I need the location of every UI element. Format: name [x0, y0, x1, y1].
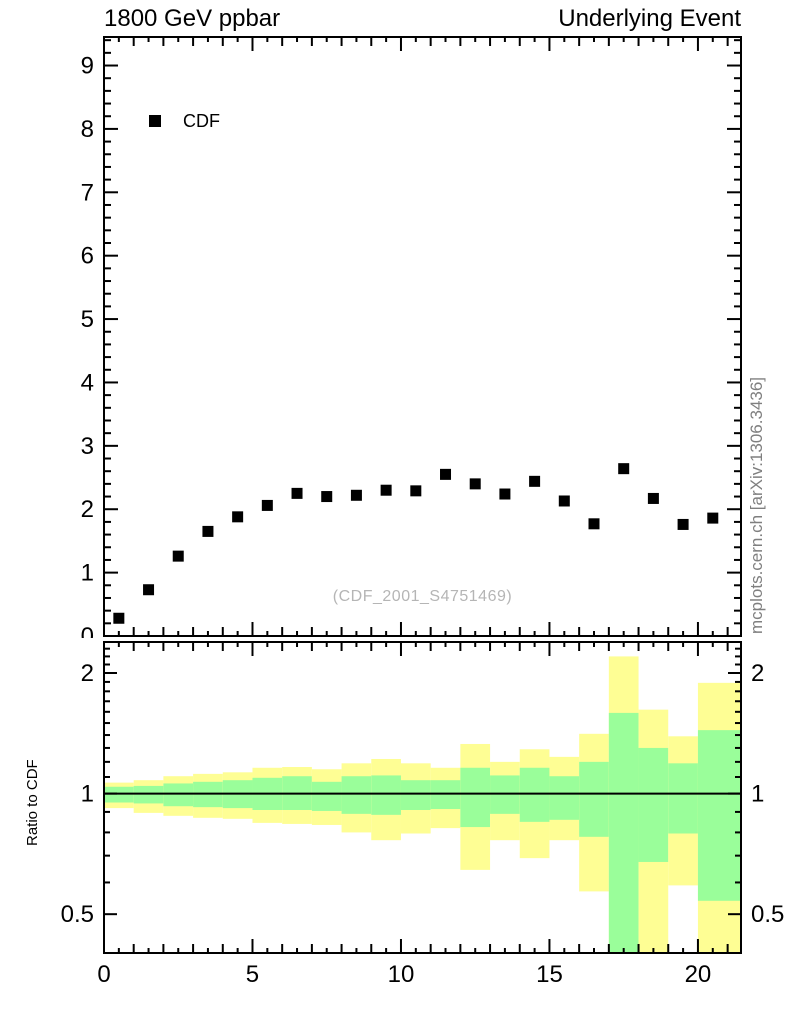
inner-band-bin — [163, 783, 194, 807]
legend-square-marker-icon — [149, 115, 161, 127]
x-tick-label: 5 — [246, 961, 259, 988]
main-y-tick-label: 3 — [81, 433, 94, 460]
inner-band-bin — [341, 776, 372, 814]
inner-band-bin — [519, 767, 550, 822]
inner-band-bin — [638, 747, 669, 862]
main-y-tick-label: 2 — [81, 496, 94, 523]
inner-band-bin — [697, 730, 741, 901]
ratio-y-tick-label-right: 1 — [751, 781, 764, 808]
plot-title-left: 1800 GeV ppbar — [104, 5, 281, 32]
data-point-square — [113, 612, 125, 624]
ratio-y-tick-label-left: 2 — [81, 660, 94, 687]
inner-band-bin — [460, 767, 491, 828]
data-point-square — [143, 584, 155, 596]
inner-band-bin — [104, 786, 134, 803]
main-y-tick-label: 8 — [81, 116, 94, 143]
x-tick-label: 15 — [536, 961, 563, 988]
legend-label: CDF — [183, 110, 220, 131]
ratio-y-axis-title: Ratio to CDF — [24, 759, 41, 846]
legend: CDF — [149, 111, 220, 131]
ratio-y-tick-label-right: 2 — [751, 660, 764, 687]
watermark-analysis-id: (CDF_2001_S4751469) — [332, 588, 513, 605]
data-point-square — [202, 525, 214, 537]
main-y-tick-label: 9 — [81, 53, 94, 80]
data-point-square — [707, 512, 719, 524]
data-point-square — [350, 489, 362, 501]
inner-band-bin — [371, 775, 401, 815]
main-y-tick-label: 4 — [81, 369, 94, 396]
data-point-square — [677, 518, 689, 530]
inner-band-bin — [608, 712, 639, 953]
inner-band-bin — [311, 781, 342, 811]
data-point-square — [380, 484, 392, 496]
data-point-square — [618, 463, 630, 475]
data-point-square — [588, 518, 600, 530]
inner-band-bin — [133, 785, 164, 804]
plot-title-right: Underlying Event — [558, 5, 741, 32]
ratio-y-tick-label-right: 0.5 — [751, 901, 784, 928]
data-point-square — [647, 492, 659, 504]
inner-band-bin — [490, 775, 520, 814]
main-y-tick-label: 7 — [81, 179, 94, 206]
main-y-tick-label: 1 — [81, 560, 94, 587]
data-point-square — [558, 495, 570, 507]
main-y-tick-label: 5 — [81, 306, 94, 333]
inner-band-bin — [668, 763, 698, 834]
x-tick-label: 20 — [685, 961, 712, 988]
ratio-y-tick-label-left: 1 — [81, 781, 94, 808]
data-point-square — [321, 491, 333, 503]
inner-band-bin — [400, 780, 431, 810]
data-point-square — [499, 488, 511, 500]
ratio-y-tick-label-left: 0.5 — [61, 901, 94, 928]
ratio-frame — [103, 641, 742, 954]
data-point-square — [440, 468, 452, 480]
uncertainty-bands — [104, 656, 741, 953]
data-point-square — [291, 487, 303, 499]
data-point-square — [172, 550, 184, 562]
side-note-arxiv: mcplots.cern.ch [arXiv:1306.3436] — [747, 376, 766, 634]
data-point-square — [469, 478, 481, 490]
inner-band-bin — [549, 776, 580, 820]
main-frame — [103, 36, 742, 637]
x-tick-label: 10 — [388, 961, 415, 988]
data-point-square — [232, 511, 244, 523]
main-y-tick-label: 6 — [81, 243, 94, 270]
data-point-square — [261, 499, 273, 511]
series-cdf-markers — [113, 463, 719, 624]
ratio-panel: 0.5 0.51 12 20 5 10 15 20 — [48, 638, 784, 988]
data-point-square — [529, 475, 541, 487]
x-tick-label: 0 — [97, 961, 110, 988]
inner-band-bin — [430, 780, 461, 810]
inner-band-bin — [579, 761, 609, 837]
data-point-square — [410, 485, 422, 497]
